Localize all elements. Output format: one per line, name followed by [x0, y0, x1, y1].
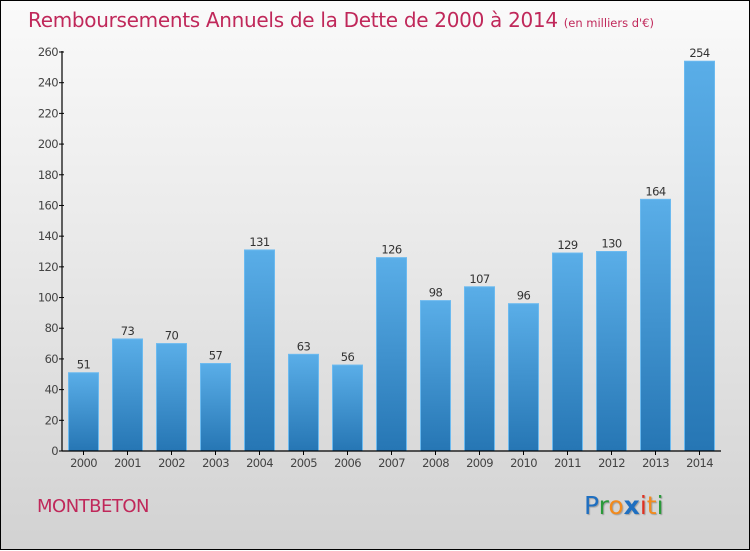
value-label-2014: 254: [689, 46, 709, 60]
logo-letter: i: [639, 491, 647, 520]
y-tick-label-200: 200: [38, 137, 58, 151]
x-tick-label-2011: 2011: [554, 456, 581, 470]
y-tick-label-40: 40: [45, 383, 59, 397]
x-tick-label-2001: 2001: [114, 456, 141, 470]
value-label-2002: 70: [165, 329, 179, 343]
y-tick-label-160: 160: [38, 198, 58, 212]
logo-letter: P: [584, 491, 599, 520]
logo-letter: r: [598, 491, 609, 520]
y-tick-label-240: 240: [38, 76, 58, 90]
value-label-2007: 126: [381, 243, 401, 257]
bar-2007[interactable]: [376, 257, 407, 452]
x-tick-label-2014: 2014: [686, 456, 713, 470]
logo-letter: i: [656, 491, 664, 520]
bar-2013[interactable]: [640, 198, 671, 452]
y-tick-label-20: 20: [45, 413, 59, 427]
y-tick-label-0: 0: [51, 444, 58, 458]
y-tick-label-80: 80: [45, 321, 59, 335]
y-tick-label-120: 120: [38, 260, 58, 274]
value-label-2001: 73: [121, 324, 135, 338]
city-name: MONTBETON: [37, 496, 150, 517]
value-label-2008: 98: [429, 286, 443, 300]
bar-2005[interactable]: [288, 353, 319, 452]
bar-2012[interactable]: [596, 251, 627, 452]
y-tick-label-180: 180: [38, 168, 58, 182]
bar-2004[interactable]: [244, 249, 275, 452]
value-label-2009: 107: [469, 272, 489, 286]
proxiti-logo[interactable]: Proxiti: [584, 491, 664, 520]
x-tick-label-2010: 2010: [510, 456, 537, 470]
x-tick-label-2003: 2003: [202, 456, 229, 470]
x-tick-label-2012: 2012: [598, 456, 625, 470]
bar-2009[interactable]: [464, 286, 495, 452]
axes-group: 2000 2001 2002 2003 2004 2005 2006 2007 2008 2009…: [38, 45, 721, 470]
logo-letter: o: [608, 491, 624, 520]
bar-2014[interactable]: [684, 60, 715, 452]
logo-letter: x: [623, 491, 640, 520]
bar-2010[interactable]: [508, 303, 539, 452]
y-tick-label-140: 140: [38, 229, 58, 243]
bar-2008[interactable]: [420, 300, 451, 452]
x-tick-label-2013: 2013: [642, 456, 669, 470]
bars-group: 51 73 70 57 131 63 56 126 98 107 96 129 130 164 254: [68, 46, 715, 452]
x-tick-label-2004: 2004: [246, 456, 273, 470]
bar-2006[interactable]: [332, 364, 363, 452]
value-label-2012: 130: [601, 237, 621, 251]
x-tick-label-2007: 2007: [378, 456, 405, 470]
x-tick-label-2000: 2000: [70, 456, 97, 470]
value-label-2011: 129: [557, 238, 577, 252]
x-tick-label-2009: 2009: [466, 456, 493, 470]
bar-2011[interactable]: [552, 252, 583, 452]
value-label-2004: 131: [249, 235, 269, 249]
value-label-2013: 164: [645, 184, 665, 198]
chart-subtitle: (en milliers d'€): [563, 16, 654, 30]
x-tick-label-2002: 2002: [158, 456, 185, 470]
y-tick-label-220: 220: [38, 106, 58, 120]
value-label-2005: 63: [297, 339, 311, 353]
y-tick-label-260: 260: [38, 45, 58, 59]
value-label-2010: 96: [517, 289, 531, 303]
value-label-2000: 51: [77, 358, 91, 372]
bar-2002[interactable]: [156, 343, 187, 452]
bar-2003[interactable]: [200, 363, 231, 452]
x-tick-label-2008: 2008: [422, 456, 449, 470]
x-tick-label-2006: 2006: [334, 456, 361, 470]
title-text: Remboursements Annuels de la Dette de 20…: [28, 8, 558, 32]
y-tick-label-100: 100: [38, 291, 58, 305]
y-tick-label-60: 60: [45, 352, 59, 366]
logo-letter: t: [646, 491, 657, 520]
value-label-2003: 57: [209, 349, 223, 363]
x-tick-label-2005: 2005: [290, 456, 317, 470]
chart-title: Remboursements Annuels de la Dette de 20…: [28, 8, 654, 32]
value-label-2006: 56: [341, 350, 355, 364]
bar-2001[interactable]: [112, 338, 143, 452]
bar-2000[interactable]: [68, 372, 99, 452]
